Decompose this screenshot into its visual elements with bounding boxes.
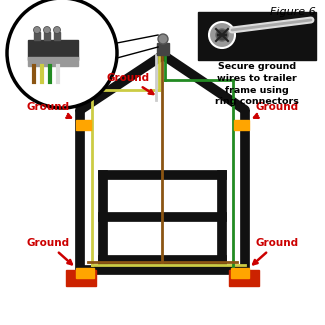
Bar	[34, 32, 40, 40]
Bar	[157, 43, 169, 55]
Text: Ground: Ground	[26, 102, 71, 118]
Bar	[66, 270, 96, 286]
Bar	[54, 32, 60, 40]
Bar	[234, 120, 249, 130]
Bar	[44, 32, 50, 40]
Text: Ground: Ground	[254, 102, 299, 118]
Circle shape	[158, 34, 168, 44]
Text: Secure ground
wires to trailer
frame using
ring connectors: Secure ground wires to trailer frame usi…	[215, 62, 299, 106]
Circle shape	[33, 27, 41, 33]
Bar	[76, 120, 91, 130]
Text: Ground: Ground	[107, 73, 153, 94]
Text: Ground: Ground	[26, 238, 72, 264]
Bar	[28, 57, 78, 66]
Bar	[76, 268, 94, 278]
Circle shape	[44, 27, 50, 33]
Bar	[198, 12, 316, 60]
Circle shape	[216, 29, 228, 41]
Bar	[28, 40, 78, 60]
Circle shape	[7, 0, 117, 108]
Bar	[231, 268, 249, 278]
Bar	[229, 270, 259, 286]
Circle shape	[209, 22, 235, 48]
Text: Figure 6: Figure 6	[270, 7, 316, 17]
Circle shape	[54, 27, 60, 33]
Text: Ground: Ground	[253, 238, 299, 264]
